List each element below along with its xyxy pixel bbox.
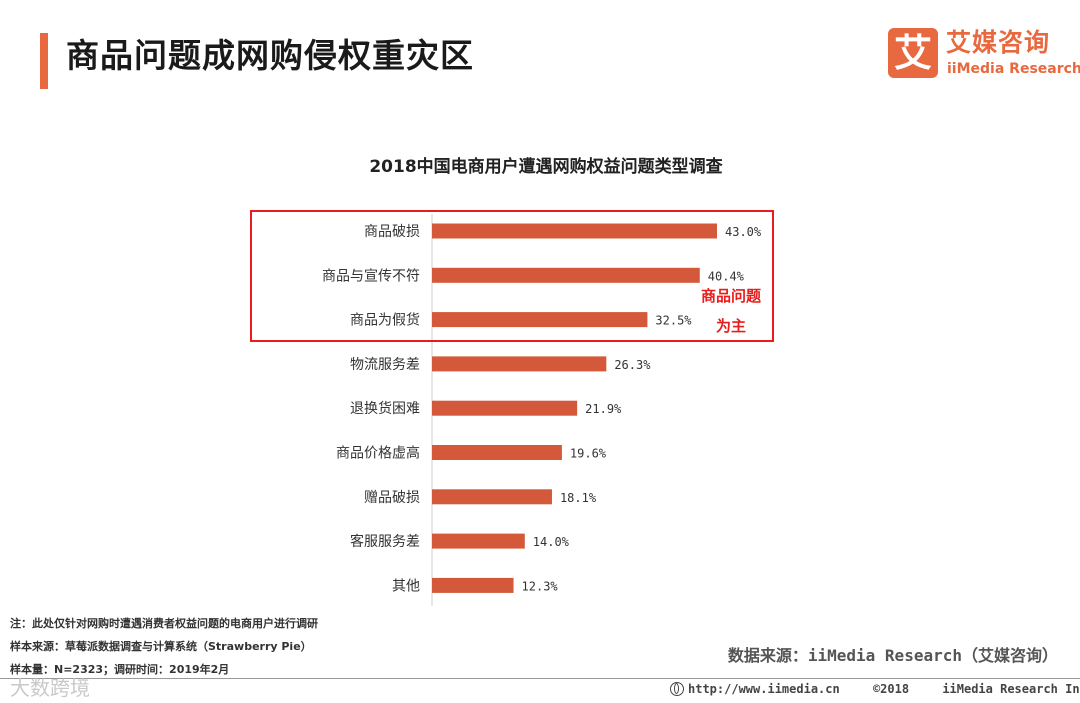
data-label: 21.9% <box>585 402 622 416</box>
footer-url[interactable]: http://www.iimedia.cn <box>688 682 840 696</box>
footer-company: iiMedia Research Inc <box>942 682 1080 696</box>
logo-mark-icon: 艾 <box>888 28 938 78</box>
category-label: 商品为假货 <box>350 312 420 329</box>
footer: http://www.iimedia.cn ©2018 iiMedia Rese… <box>670 682 1080 696</box>
bar <box>432 312 648 328</box>
bar <box>432 356 607 372</box>
bar <box>432 489 552 505</box>
bar <box>432 445 562 460</box>
bar <box>432 533 525 549</box>
category-label: 商品价格虚高 <box>336 445 420 462</box>
data-label: 40.4% <box>708 269 745 283</box>
notes-block: 注：此处仅针对网购时遭遇消费者权益问题的电商用户进行调研 样本来源：草莓派数据调… <box>10 612 318 681</box>
footer-copyright: ©2018 <box>872 682 910 696</box>
page-title: 商品问题成网购侵权重灾区 <box>66 36 474 75</box>
highlight-annotation: 商品问题 <box>701 287 762 305</box>
data-label: 43.0% <box>725 225 762 239</box>
bar <box>432 267 700 283</box>
highlight-box <box>250 210 774 342</box>
note-scope: 注：此处仅针对网购时遭遇消费者权益问题的电商用户进行调研 <box>10 617 318 630</box>
brand-logo: 艾 艾媒咨询 iiMedia Research <box>888 28 1080 84</box>
category-label: 客服服务差 <box>350 533 420 550</box>
note-sample-source: 样本来源：草莓派数据调查与计算系统（Strawberry Pie） <box>10 640 312 653</box>
globe-icon <box>670 682 684 696</box>
category-label: 赠品破损 <box>364 490 420 506</box>
logo-name-en: iiMedia Research <box>947 61 1080 77</box>
note-sample-size: 样本量：N=2323；调研时间：2019年2月 <box>10 663 230 676</box>
data-label: 14.0% <box>533 535 570 549</box>
footer-divider <box>0 678 1080 679</box>
category-label: 物流服务差 <box>350 357 420 373</box>
title-accent-bar <box>40 33 48 89</box>
data-label: 32.5% <box>655 314 692 328</box>
bar <box>432 577 514 593</box>
logo-name-cn: 艾媒咨询 <box>946 28 1051 57</box>
data-label: 12.3% <box>522 579 559 593</box>
bar <box>432 223 717 239</box>
highlight-annotation: 为主 <box>716 317 746 335</box>
category-label: 商品破损 <box>364 224 420 240</box>
bar <box>432 400 578 416</box>
data-label: 19.6% <box>570 447 607 461</box>
watermark: 大数跨境 <box>10 676 90 700</box>
category-label: 商品与宣传不符 <box>322 268 420 284</box>
data-label: 26.3% <box>614 358 651 372</box>
category-label: 退换货困难 <box>350 400 420 417</box>
footer-url-group: http://www.iimedia.cn <box>670 682 840 696</box>
data-source: 数据来源：iiMedia Research（艾媒咨询） <box>727 646 1058 665</box>
category-label: 其他 <box>392 578 420 594</box>
bar-chart: 商品破损 43.0% 商品与宣传不符 40.4% 商品为假货 32.5% 物流服务差 26.3… <box>250 210 774 606</box>
chart-title: 2018中国电商用户遭遇网购权益问题类型调查 <box>369 157 723 177</box>
data-label: 18.1% <box>560 491 597 505</box>
